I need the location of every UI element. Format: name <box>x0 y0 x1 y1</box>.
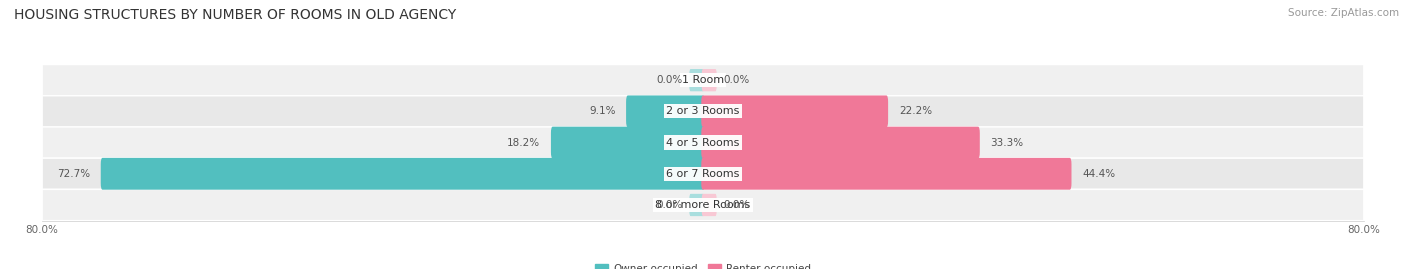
FancyBboxPatch shape <box>42 65 1364 96</box>
FancyBboxPatch shape <box>689 69 704 91</box>
FancyBboxPatch shape <box>702 95 889 127</box>
Text: 1 Room: 1 Room <box>682 75 724 85</box>
Text: 0.0%: 0.0% <box>724 75 749 85</box>
FancyBboxPatch shape <box>42 127 1364 158</box>
Text: 0.0%: 0.0% <box>657 75 682 85</box>
FancyBboxPatch shape <box>101 158 704 190</box>
Text: 4 or 5 Rooms: 4 or 5 Rooms <box>666 137 740 148</box>
Text: 0.0%: 0.0% <box>657 200 682 210</box>
Text: 9.1%: 9.1% <box>589 106 616 116</box>
Text: 22.2%: 22.2% <box>898 106 932 116</box>
Text: 72.7%: 72.7% <box>58 169 90 179</box>
Text: 8 or more Rooms: 8 or more Rooms <box>655 200 751 210</box>
FancyBboxPatch shape <box>626 95 704 127</box>
Legend: Owner-occupied, Renter-occupied: Owner-occupied, Renter-occupied <box>591 260 815 269</box>
Text: 2 or 3 Rooms: 2 or 3 Rooms <box>666 106 740 116</box>
Text: Source: ZipAtlas.com: Source: ZipAtlas.com <box>1288 8 1399 18</box>
Text: HOUSING STRUCTURES BY NUMBER OF ROOMS IN OLD AGENCY: HOUSING STRUCTURES BY NUMBER OF ROOMS IN… <box>14 8 457 22</box>
FancyBboxPatch shape <box>702 69 717 91</box>
Text: 33.3%: 33.3% <box>990 137 1024 148</box>
FancyBboxPatch shape <box>702 194 717 216</box>
FancyBboxPatch shape <box>42 158 1364 189</box>
Text: 0.0%: 0.0% <box>724 200 749 210</box>
FancyBboxPatch shape <box>689 194 704 216</box>
Text: 6 or 7 Rooms: 6 or 7 Rooms <box>666 169 740 179</box>
FancyBboxPatch shape <box>42 189 1364 221</box>
FancyBboxPatch shape <box>551 127 704 158</box>
FancyBboxPatch shape <box>702 127 980 158</box>
FancyBboxPatch shape <box>42 96 1364 127</box>
Text: 18.2%: 18.2% <box>508 137 540 148</box>
Text: 44.4%: 44.4% <box>1083 169 1115 179</box>
FancyBboxPatch shape <box>702 158 1071 190</box>
